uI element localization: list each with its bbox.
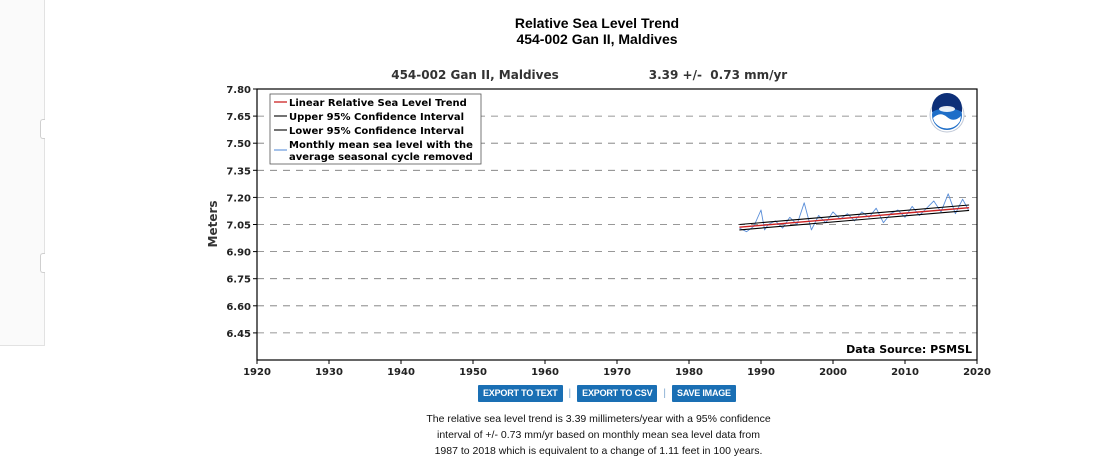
x-tick-label: 1970 xyxy=(603,367,631,378)
station-label: 454-002 Gan II, Maldives xyxy=(391,68,559,82)
legend-item-upper-ci: Upper 95% Confidence Interval xyxy=(289,112,464,123)
page-title: Relative Sea Level Trend 454-002 Gan II,… xyxy=(397,15,797,47)
legend: Linear Relative Sea Level Trend Upper 95… xyxy=(269,93,482,165)
legend-item-lower-ci: Lower 95% Confidence Interval xyxy=(289,126,464,137)
x-tick-label: 2020 xyxy=(963,367,991,378)
separator: | xyxy=(568,388,572,399)
x-tick-label: 2010 xyxy=(891,367,919,378)
y-tick-label: 6.60 xyxy=(226,302,251,313)
x-tick-label: 1920 xyxy=(243,367,271,378)
x-tick-label: 1950 xyxy=(459,367,487,378)
panel-tab[interactable] xyxy=(40,119,45,139)
description-line: The relative sea level trend is 3.39 mil… xyxy=(426,413,771,425)
title-line-2: 454-002 Gan II, Maldives xyxy=(516,31,678,47)
export-csv-button[interactable]: EXPORT TO CSV xyxy=(577,385,658,402)
x-tick-label: 1930 xyxy=(315,367,343,378)
y-tick-label: 7.05 xyxy=(226,221,251,232)
x-tick-label: 1960 xyxy=(531,367,559,378)
side-panel xyxy=(0,0,45,346)
x-tick-label: 1980 xyxy=(675,367,703,378)
title-line-1: Relative Sea Level Trend xyxy=(514,15,680,31)
trend-line xyxy=(739,207,970,228)
lower-ci-line xyxy=(739,209,970,231)
x-tick-label: 1990 xyxy=(747,367,775,378)
x-tick-label: 1940 xyxy=(387,367,415,378)
legend-item-trend: Linear Relative Sea Level Trend xyxy=(289,98,467,109)
legend-item-monthly-line2: average seasonal cycle removed xyxy=(289,152,473,163)
y-axis-label: Meters xyxy=(206,200,220,247)
monthly-sea-level-line xyxy=(739,193,969,233)
y-tick-label: 6.90 xyxy=(226,248,251,259)
data-source-note: Data Source: PSMSL xyxy=(846,343,972,356)
y-tick-label: 7.65 xyxy=(226,112,251,123)
y-tick-label: 7.50 xyxy=(226,139,251,150)
y-ticks: 7.80 7.65 7.50 7.35 7.20 7.05 6.90 6.75 6.60 6.45 xyxy=(226,85,257,340)
save-image-button[interactable]: SAVE IMAGE xyxy=(672,385,736,402)
y-tick-label: 6.75 xyxy=(226,275,251,286)
y-tick-label: 7.20 xyxy=(226,193,251,204)
trend-label: 3.39 +/- 0.73 mm/yr xyxy=(649,68,788,82)
export-toolbar: EXPORT TO TEXT | EXPORT TO CSV | SAVE IM… xyxy=(478,385,736,402)
y-tick-label: 7.35 xyxy=(226,166,251,177)
noaa-logo xyxy=(929,93,965,133)
x-tick-label: 2000 xyxy=(819,367,847,378)
trend-description: The relative sea level trend is 3.39 mil… xyxy=(396,411,801,459)
y-tick-label: 7.80 xyxy=(226,85,251,96)
export-text-button[interactable]: EXPORT TO TEXT xyxy=(478,385,563,402)
description-line: interval of +/- 0.73 mm/yr based on mont… xyxy=(436,429,761,441)
description-line: 1987 to 2018 which is equivalent to a ch… xyxy=(434,445,763,457)
legend-item-monthly-line1: Monthly mean sea level with the xyxy=(289,140,473,151)
plot-frame xyxy=(256,88,978,361)
series-lines xyxy=(739,193,970,233)
panel-tab[interactable] xyxy=(40,253,45,273)
upper-ci-line xyxy=(739,204,970,226)
x-ticks: 1920 1930 1940 1950 1960 1970 1980 1990 2000 2010… xyxy=(243,360,991,378)
separator: | xyxy=(663,388,667,399)
y-tick-label: 6.45 xyxy=(226,329,251,340)
